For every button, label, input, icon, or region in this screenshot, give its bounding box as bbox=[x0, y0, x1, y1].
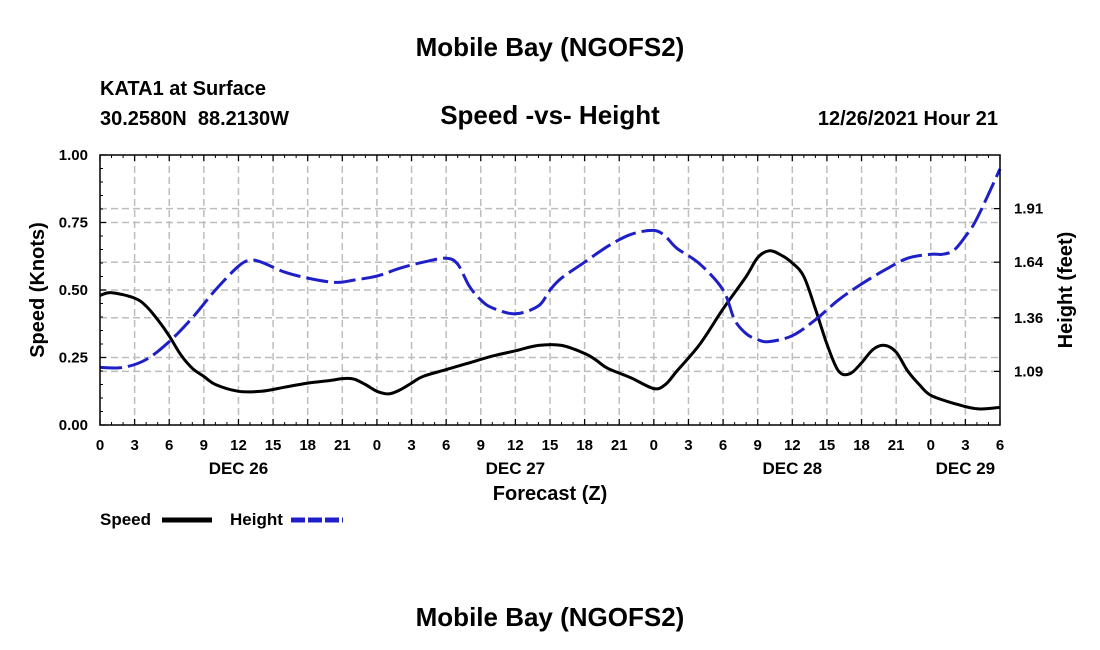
x-date-label: DEC 29 bbox=[936, 459, 996, 478]
x-tick-label: 15 bbox=[265, 437, 282, 454]
second-panel-title: Mobile Bay (NGOFS2) bbox=[416, 602, 685, 632]
x-tick-label: 6 bbox=[719, 437, 727, 454]
y2-tick-label: 1.91 bbox=[1014, 201, 1043, 218]
x-tick-label: 0 bbox=[927, 437, 935, 454]
series-line-speed bbox=[99, 249, 1001, 411]
y-tick-label: 1.00 bbox=[59, 147, 88, 164]
x-tick-label: 9 bbox=[200, 437, 208, 454]
x-date-label: DEC 28 bbox=[763, 459, 823, 478]
x-tick-label: 18 bbox=[299, 437, 316, 454]
x-axis-title: Forecast (Z) bbox=[493, 483, 607, 505]
y-tick-label: 0.50 bbox=[59, 282, 88, 299]
forecast-datetime: 12/26/2021 Hour 21 bbox=[818, 108, 998, 130]
axes: 0 3 6 9 12 15 18 21 0 3 6 9 12 15 18 21 0 3 6 9 12 15 18 21 0 3 6D… bbox=[59, 147, 1044, 478]
y-tick-label: 0.75 bbox=[59, 215, 88, 232]
legend-label-height: Height bbox=[230, 510, 283, 529]
x-tick-label: 9 bbox=[754, 437, 762, 454]
page-title: Mobile Bay (NGOFS2) bbox=[416, 32, 685, 62]
x-tick-label: 15 bbox=[819, 437, 836, 454]
y2-tick-label: 1.64 bbox=[1014, 254, 1044, 271]
x-tick-label: 21 bbox=[888, 437, 905, 454]
y-tick-label: 0.25 bbox=[59, 350, 88, 367]
x-tick-label: 15 bbox=[542, 437, 559, 454]
series-layer bbox=[99, 168, 1002, 411]
x-tick-label: 0 bbox=[373, 437, 381, 454]
x-tick-label: 9 bbox=[477, 437, 485, 454]
y2-axis-title: Height (feet) bbox=[1055, 232, 1077, 349]
legend-label-speed: Speed bbox=[100, 510, 151, 529]
x-tick-label: 6 bbox=[442, 437, 450, 454]
y-tick-label: 0.00 bbox=[59, 417, 88, 434]
x-tick-label: 3 bbox=[961, 437, 969, 454]
x-tick-label: 18 bbox=[576, 437, 593, 454]
x-tick-label: 12 bbox=[784, 437, 801, 454]
x-tick-label: 3 bbox=[407, 437, 415, 454]
x-tick-label: 6 bbox=[165, 437, 173, 454]
x-tick-label: 3 bbox=[684, 437, 692, 454]
y-axis-title: Speed (Knots) bbox=[27, 222, 49, 358]
station-coords: 30.2580N 88.2130W bbox=[100, 108, 289, 130]
x-tick-label: 0 bbox=[96, 437, 104, 454]
y2-tick-label: 1.09 bbox=[1014, 363, 1043, 380]
chart-title: Speed -vs- Height bbox=[440, 100, 660, 130]
x-date-label: DEC 27 bbox=[486, 459, 546, 478]
x-tick-label: 18 bbox=[853, 437, 870, 454]
series-line-height bbox=[99, 168, 1002, 370]
x-tick-label: 12 bbox=[230, 437, 247, 454]
y2-tick-label: 1.36 bbox=[1014, 310, 1043, 327]
x-tick-label: 3 bbox=[130, 437, 138, 454]
x-tick-label: 12 bbox=[507, 437, 524, 454]
x-tick-label: 6 bbox=[996, 437, 1004, 454]
x-tick-label: 0 bbox=[650, 437, 658, 454]
station-label: KATA1 at Surface bbox=[100, 78, 266, 100]
x-tick-label: 21 bbox=[334, 437, 351, 454]
x-tick-label: 21 bbox=[611, 437, 628, 454]
x-date-label: DEC 26 bbox=[209, 459, 269, 478]
legend: Speed Height bbox=[100, 510, 343, 529]
